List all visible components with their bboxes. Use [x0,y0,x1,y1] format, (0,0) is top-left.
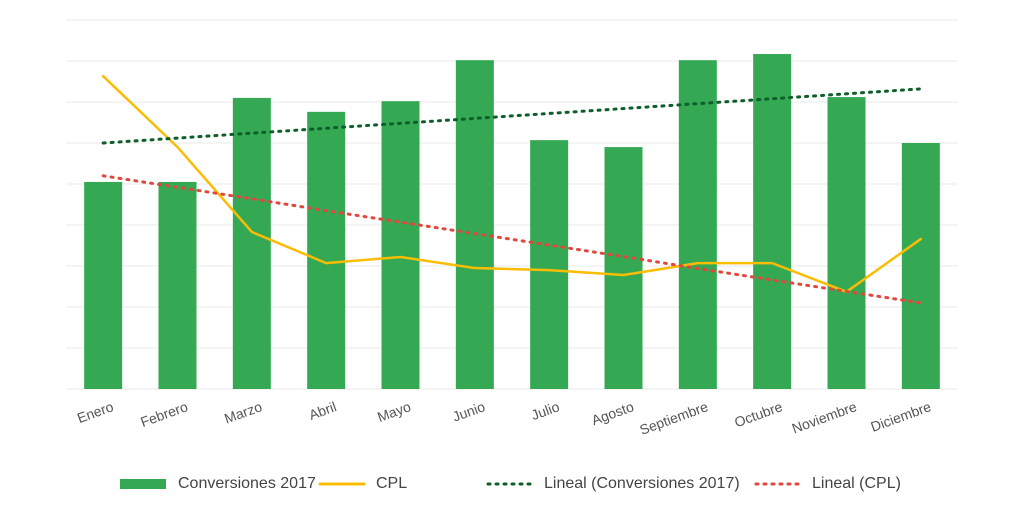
legend-label: Conversiones 2017 [178,475,316,492]
bar [455,60,494,390]
x-tick-label: Diciembre [868,398,933,435]
line [101,87,923,145]
x-tick-label: Enero [75,398,116,426]
x-tick-label: Julio [529,398,562,423]
x-tick-label: Octubre [732,398,784,430]
line [101,174,923,305]
line [101,74,923,294]
x-tick-label: Septiembre [637,398,710,438]
x-tick-label: Junio [450,398,487,425]
bar [530,140,569,389]
bar [381,101,420,390]
legend-label: Lineal (Conversiones 2017) [544,475,740,492]
x-tick-label: Febrero [138,398,190,430]
bar [604,147,643,389]
x-tick-label: Noviembre [790,398,859,436]
legend-swatch [120,479,166,489]
x-tick-label: Marzo [222,398,264,426]
legend-label: Lineal (CPL) [812,475,901,492]
bar [307,111,346,389]
x-tick-label: Agosto [589,398,636,428]
legend-label: CPL [376,475,407,492]
bar [678,60,717,390]
x-tick-label: Abril [307,398,339,423]
bar [753,54,792,389]
x-tick-label: Mayo [375,398,413,425]
bar [827,97,866,389]
bar [901,143,940,389]
bar [232,97,271,390]
bar [84,181,123,389]
bar [158,181,197,389]
